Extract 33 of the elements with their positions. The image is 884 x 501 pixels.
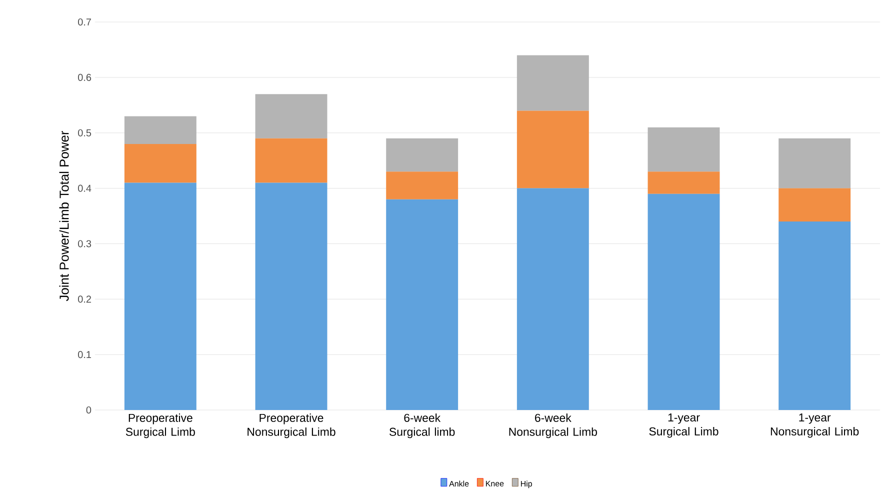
bar [648,194,720,410]
bar [124,144,196,183]
y-tick-label: 0.6 [78,74,92,81]
y-tick-label: 0.4 [78,184,92,192]
bar [648,127,720,172]
x-tick-label: 1-year Surgical Limb [649,414,718,438]
x-tick-label: Preoperative Nonsurgical Limb [248,414,336,438]
bar [516,188,589,410]
bar [386,199,458,410]
y-tick-label: 0.2 [78,296,91,303]
x-tick-label: Preoperative Surgical Limb [126,414,195,438]
bar [386,138,458,172]
bar [255,138,328,183]
bar [778,138,851,188]
y-tick-label: 0.3 [78,240,92,248]
bar [778,188,851,222]
bar [778,222,851,410]
bar [648,172,720,194]
x-tick-label: 1-year Nonsurgical Limb [770,414,859,438]
y-axis-title: Joint Power/Limb Total Power [59,130,69,302]
y-tick-label: 0 [86,406,92,414]
bar [124,182,196,410]
bar [516,110,589,188]
x-tick-label: 6-week Nonsurgical Limb [509,414,597,438]
x-tick-label: 6-week Surgical limb [389,414,455,438]
y-tick-label: 0.7 [78,18,91,26]
bar [516,55,589,111]
bar [124,116,196,144]
bar [255,94,328,138]
y-tick-label: 0.5 [78,129,92,136]
bar [255,182,328,410]
bar [386,172,458,200]
y-tick-label: 0.1 [78,351,91,358]
